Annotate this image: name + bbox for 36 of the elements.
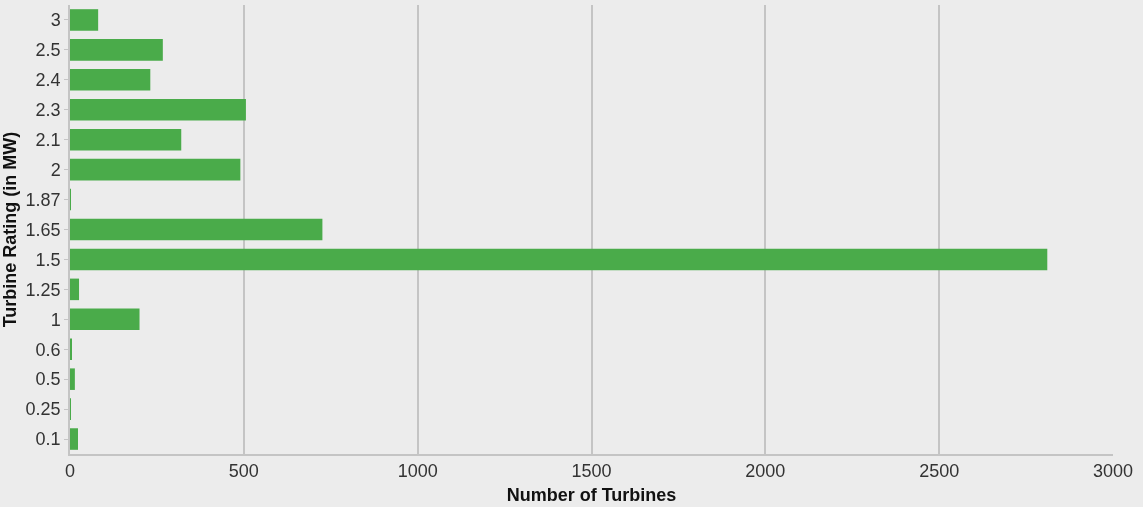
bar: [70, 69, 151, 91]
x-tick-label: 1500: [571, 461, 612, 482]
y-tick-label: 1.65: [25, 219, 61, 240]
bar: [70, 368, 75, 390]
x-tick-label: 2000: [745, 461, 786, 482]
y-tick-label: 2.1: [35, 130, 61, 150]
x-axis-title: Number of Turbines: [506, 484, 677, 505]
x-tick-label: 2500: [919, 461, 960, 482]
y-tick-label: 1: [50, 309, 61, 330]
bar: [70, 248, 1048, 271]
bar: [70, 98, 246, 121]
y-tick-label: 1.87: [25, 189, 61, 210]
y-tick-label: 0.1: [35, 429, 61, 450]
y-tick-label: 2: [50, 159, 61, 180]
bar: [70, 128, 182, 151]
y-tick-label: 1.25: [25, 279, 61, 300]
bar: [70, 308, 140, 331]
x-tick-label: 3000: [1092, 461, 1134, 482]
bar: [70, 278, 80, 301]
y-tick-label: 2.4: [35, 70, 61, 91]
y-tick-label: 2.5: [35, 40, 61, 61]
bar: [70, 158, 241, 181]
y-tick-label: 3: [50, 10, 61, 31]
y-tick-label: 2.3: [35, 100, 61, 121]
bar: [70, 428, 78, 450]
y-tick-label: 0.5: [35, 369, 61, 390]
y-tick-label: 0.6: [35, 339, 61, 360]
x-tick-label: 1000: [397, 461, 438, 482]
bar: [70, 9, 99, 31]
x-tick-label: 500: [228, 461, 259, 482]
bar: [70, 218, 323, 241]
y-tick-label: 1.5: [35, 249, 61, 270]
y-axis-title: Turbine Rating (in MW): [0, 131, 20, 328]
x-tick-label: 0: [64, 461, 76, 482]
y-tick-label: 0.25: [25, 399, 61, 420]
bar: [70, 39, 163, 61]
